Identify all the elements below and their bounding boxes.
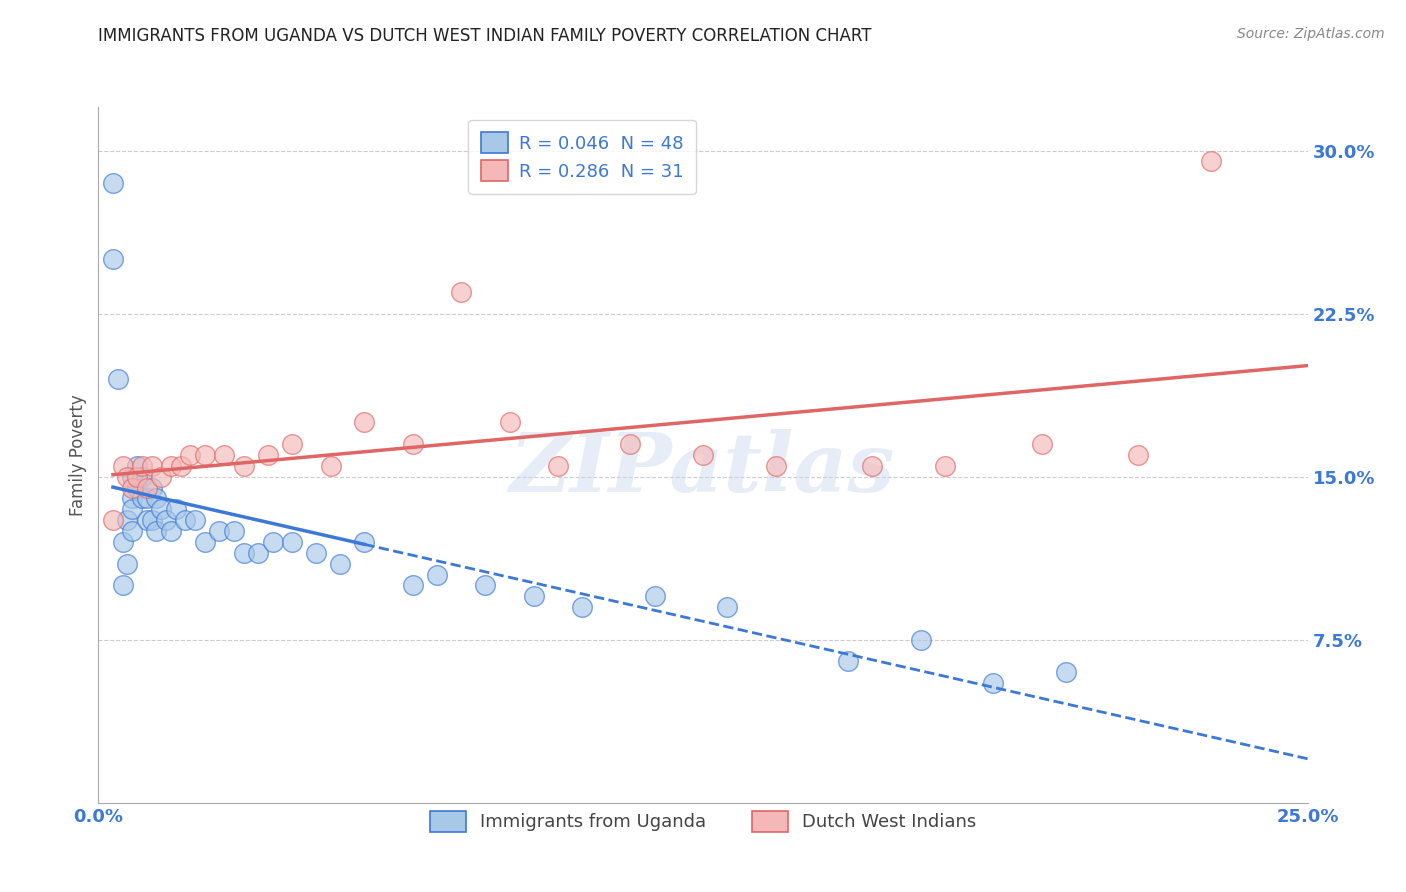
Point — [547, 458, 569, 473]
Point — [117, 469, 139, 483]
Point — [169, 458, 191, 473]
Point — [107, 372, 129, 386]
Point — [145, 524, 167, 538]
Text: Source: ZipAtlas.com: Source: ZipAtlas.com — [1237, 27, 1385, 41]
Point — [329, 557, 352, 571]
Point — [498, 415, 520, 429]
Point — [150, 469, 173, 483]
Point — [619, 437, 641, 451]
Point — [319, 458, 342, 473]
Point — [135, 491, 157, 506]
Point — [194, 534, 217, 549]
Point — [111, 534, 134, 549]
Point — [212, 448, 235, 462]
Point — [127, 481, 149, 495]
Point — [150, 502, 173, 516]
Point — [135, 481, 157, 495]
Point — [135, 513, 157, 527]
Point — [131, 469, 153, 483]
Point — [160, 458, 183, 473]
Point — [474, 578, 496, 592]
Point — [101, 513, 124, 527]
Point — [305, 546, 328, 560]
Point — [160, 524, 183, 538]
Point — [117, 557, 139, 571]
Point — [860, 458, 883, 473]
Y-axis label: Family Poverty: Family Poverty — [69, 394, 87, 516]
Point — [981, 676, 1004, 690]
Point — [127, 458, 149, 473]
Point — [208, 524, 231, 538]
Point — [111, 458, 134, 473]
Point — [232, 546, 254, 560]
Point — [141, 513, 163, 527]
Point — [256, 448, 278, 462]
Point — [644, 589, 666, 603]
Point — [247, 546, 270, 560]
Point — [184, 513, 207, 527]
Point — [121, 502, 143, 516]
Point — [121, 469, 143, 483]
Point — [101, 176, 124, 190]
Point — [281, 437, 304, 451]
Point — [101, 252, 124, 267]
Point — [155, 513, 177, 527]
Point — [145, 491, 167, 506]
Point — [174, 513, 197, 527]
Point — [165, 502, 187, 516]
Point — [232, 458, 254, 473]
Point — [402, 437, 425, 451]
Point — [353, 415, 375, 429]
Point — [281, 534, 304, 549]
Point — [692, 448, 714, 462]
Point — [141, 458, 163, 473]
Legend: Immigrants from Uganda, Dutch West Indians: Immigrants from Uganda, Dutch West India… — [422, 804, 984, 839]
Point — [131, 458, 153, 473]
Point — [353, 534, 375, 549]
Point — [127, 469, 149, 483]
Point — [194, 448, 217, 462]
Point — [716, 600, 738, 615]
Point — [111, 578, 134, 592]
Point — [117, 513, 139, 527]
Point — [910, 632, 932, 647]
Text: ZIPatlas: ZIPatlas — [510, 429, 896, 508]
Point — [121, 491, 143, 506]
Point — [523, 589, 546, 603]
Point — [1128, 448, 1150, 462]
Point — [121, 481, 143, 495]
Point — [262, 534, 284, 549]
Point — [179, 448, 201, 462]
Point — [837, 655, 859, 669]
Point — [1054, 665, 1077, 680]
Text: IMMIGRANTS FROM UGANDA VS DUTCH WEST INDIAN FAMILY POVERTY CORRELATION CHART: IMMIGRANTS FROM UGANDA VS DUTCH WEST IND… — [98, 27, 872, 45]
Point — [1199, 154, 1222, 169]
Point — [765, 458, 787, 473]
Point — [1031, 437, 1053, 451]
Point — [426, 567, 449, 582]
Point — [121, 524, 143, 538]
Point — [222, 524, 245, 538]
Point — [934, 458, 956, 473]
Point — [402, 578, 425, 592]
Point — [131, 491, 153, 506]
Point — [450, 285, 472, 299]
Point — [571, 600, 593, 615]
Point — [141, 481, 163, 495]
